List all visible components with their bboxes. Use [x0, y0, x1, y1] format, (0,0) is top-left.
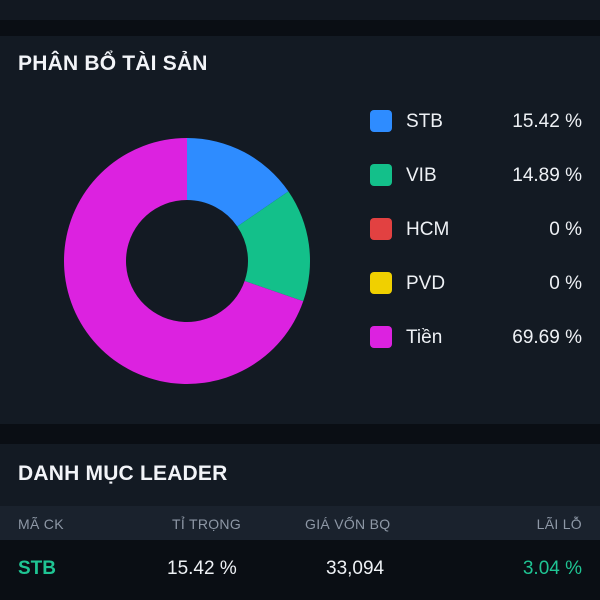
row-avg-price: 33,094 — [326, 558, 385, 579]
legend-item-pvd: PVD 0 % — [370, 266, 582, 320]
allocation-title: PHÂN BỔ TÀI SẢN — [18, 52, 208, 75]
legend-item-vib: VIB 14.89 % — [370, 158, 582, 212]
row-ratio: 15.42 % — [167, 558, 237, 579]
header-profit[interactable]: LÃI LỖ — [536, 516, 582, 532]
header-avg-price[interactable]: GIÁ VỐN BQ — [305, 516, 391, 532]
legend-swatch-cash — [370, 326, 392, 348]
donut-slice-tiền — [63, 138, 304, 384]
row-code[interactable]: STB — [18, 558, 56, 579]
legend-label: Tiền — [406, 327, 443, 348]
legend-label: STB — [406, 111, 443, 132]
legend-label: PVD — [406, 273, 446, 294]
top-bar — [0, 0, 600, 20]
legend-swatch-stb — [370, 110, 392, 132]
legend-value: 0 % — [549, 273, 582, 294]
header-code[interactable]: MÃ CK — [18, 516, 64, 532]
allocation-donut-chart — [63, 138, 310, 384]
row-profit: 3.04 % — [522, 558, 582, 579]
table-row[interactable]: STB 15.42 % 33,094 3.04 % — [0, 540, 600, 600]
portfolio-title: DANH MỤC LEADER — [18, 462, 228, 485]
legend-swatch-vib — [370, 164, 392, 186]
asset-allocation-card: PHÂN BỔ TÀI SẢN STB 15.42 % VIB 14.89 % … — [0, 36, 600, 424]
legend-item-hcm: HCM 0 % — [370, 212, 582, 266]
donut-slice-vib — [237, 191, 310, 302]
legend-value: 0 % — [549, 219, 582, 240]
legend-item-stb: STB 15.42 % — [370, 104, 582, 158]
legend-swatch-hcm — [370, 218, 392, 240]
top-strip — [0, 0, 600, 20]
leader-portfolio-card: DANH MỤC LEADER MÃ CK TỈ TRỌNG GIÁ VỐN B… — [0, 444, 600, 600]
legend-value: 14.89 % — [512, 165, 582, 186]
legend-value: 15.42 % — [512, 111, 582, 132]
legend-label: HCM — [406, 219, 450, 240]
legend-item-cash: Tiền 69.69 % — [370, 320, 582, 374]
header-ratio[interactable]: TỈ TRỌNG — [172, 516, 242, 532]
legend-swatch-pvd — [370, 272, 392, 294]
donut-slice-stb — [187, 138, 289, 227]
legend-label: VIB — [406, 165, 437, 186]
legend-value: 69.69 % — [512, 327, 582, 348]
allocation-legend: STB 15.42 % VIB 14.89 % HCM 0 % PVD 0 % … — [370, 104, 582, 374]
table-header: MÃ CK TỈ TRỌNG GIÁ VỐN BQ LÃI LỖ — [0, 506, 600, 540]
